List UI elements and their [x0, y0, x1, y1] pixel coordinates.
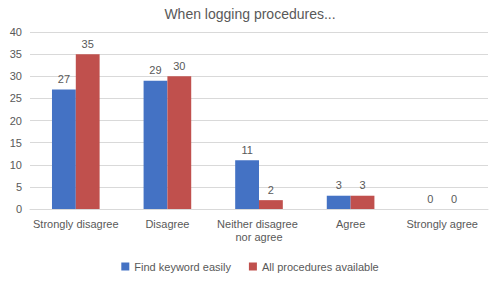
svg-text:35: 35	[10, 48, 22, 60]
svg-text:0: 0	[16, 203, 22, 215]
svg-text:Agree: Agree	[336, 218, 365, 230]
svg-text:27: 27	[58, 73, 70, 85]
svg-text:0: 0	[427, 193, 433, 205]
svg-text:30: 30	[173, 60, 185, 72]
svg-text:Neither disagree: Neither disagree	[217, 218, 301, 230]
svg-text:Disagree: Disagree	[145, 218, 189, 230]
svg-text:5: 5	[16, 181, 22, 193]
svg-text:29: 29	[149, 64, 161, 76]
svg-text:All procedures available: All procedures available	[262, 261, 379, 273]
svg-text:0: 0	[451, 193, 457, 205]
svg-text:11: 11	[241, 144, 252, 156]
svg-text:Strongly agree: Strongly agree	[406, 218, 478, 230]
svg-text:40: 40	[10, 26, 22, 38]
svg-text:When logging procedures...: When logging procedures...	[164, 6, 335, 22]
svg-text:nor agree: nor agree	[235, 231, 282, 243]
svg-text:35: 35	[82, 38, 94, 50]
svg-text:2: 2	[268, 184, 274, 196]
svg-text:25: 25	[10, 92, 22, 104]
svg-text:15: 15	[10, 137, 22, 149]
svg-text:Strongly disagree: Strongly disagree	[33, 218, 119, 230]
svg-text:Find keyword easily: Find keyword easily	[134, 261, 231, 273]
svg-text:3: 3	[359, 179, 365, 191]
svg-text:10: 10	[10, 159, 22, 171]
svg-text:3: 3	[336, 179, 342, 191]
svg-text:20: 20	[10, 115, 22, 127]
svg-text:30: 30	[10, 70, 22, 82]
